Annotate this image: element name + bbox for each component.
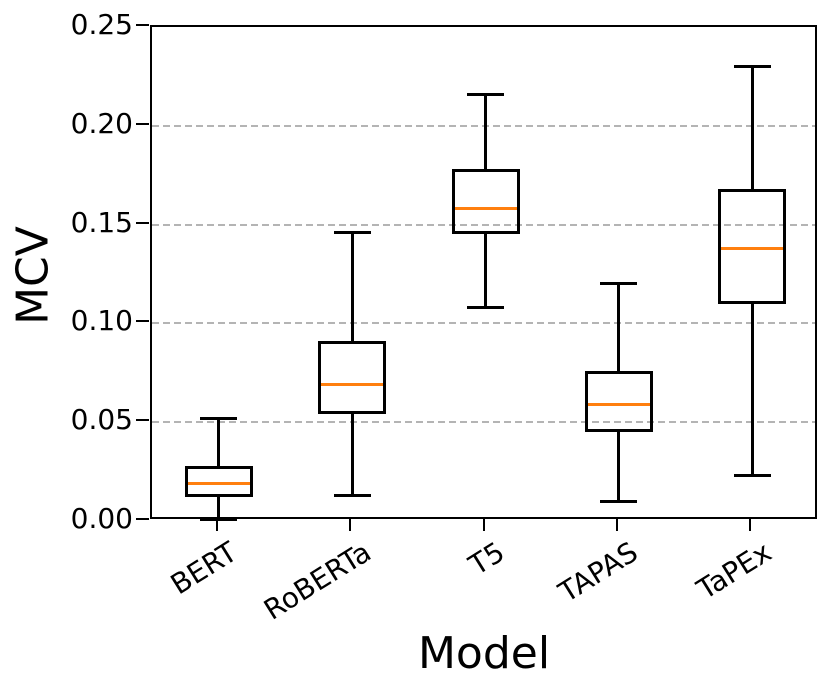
min-cap (600, 499, 638, 503)
x-axis-label: Model (417, 628, 551, 679)
y-tick-label: 0.20 (70, 106, 133, 140)
median-line (721, 246, 784, 250)
min-cap (200, 517, 238, 521)
max-cap (600, 282, 638, 286)
lower-whisker (750, 303, 754, 476)
gridline-0.05 (152, 421, 815, 424)
y-tick-0.20 (136, 122, 149, 125)
x-tick-bert (215, 519, 218, 531)
y-tick-label: 0.15 (70, 205, 133, 239)
max-cap (333, 231, 371, 234)
gridline-0.15 (152, 223, 815, 226)
x-tick-label-tapex: TaPEx (690, 535, 777, 607)
lower-whisker (484, 234, 487, 308)
iqr-box (451, 169, 520, 235)
max-cap (733, 65, 771, 69)
y-axis-label: MCV (7, 226, 59, 325)
x-tick-t5 (482, 519, 485, 531)
lower-whisker (617, 432, 621, 502)
y-tick-label: 0.10 (70, 304, 133, 338)
lower-whisker (350, 414, 354, 496)
median-line (187, 481, 250, 485)
gridline-0.2 (152, 124, 815, 127)
iqr-box (184, 465, 253, 498)
x-tick-label-t5: T5 (462, 535, 510, 582)
y-tick-label: 0.00 (70, 502, 133, 535)
x-tick-label-roberta: RoBERTa (257, 535, 377, 627)
iqr-box (584, 370, 653, 433)
upper-whisker (484, 94, 487, 170)
min-cap (733, 474, 771, 478)
x-tick-label-tapas: TAPAS (552, 535, 644, 609)
iqr-box (318, 341, 387, 415)
lower-whisker (217, 497, 221, 520)
median-line (587, 402, 650, 406)
plot-area (150, 25, 817, 521)
y-tick-0.05 (136, 419, 149, 422)
median-line (321, 383, 384, 387)
y-tick-0.25 (136, 24, 149, 26)
x-tick-label-bert: BERT (165, 535, 244, 602)
min-cap (333, 493, 371, 497)
gridline-0.1 (152, 322, 815, 325)
x-tick-roberta (349, 519, 352, 531)
y-tick-label: 0.05 (70, 403, 133, 437)
y-tick-label: 0.25 (70, 8, 133, 41)
y-tick-0.00 (136, 518, 149, 520)
upper-whisker (217, 418, 221, 466)
upper-whisker (750, 66, 754, 190)
median-line (454, 207, 517, 211)
y-tick-0.15 (136, 221, 149, 224)
max-cap (467, 92, 504, 96)
upper-whisker (350, 232, 354, 342)
x-tick-tapas (615, 519, 618, 531)
y-tick-0.10 (136, 320, 149, 323)
x-tick-tapex (749, 519, 752, 531)
upper-whisker (617, 283, 621, 371)
iqr-box (718, 189, 787, 304)
min-cap (467, 306, 504, 310)
max-cap (200, 416, 238, 420)
